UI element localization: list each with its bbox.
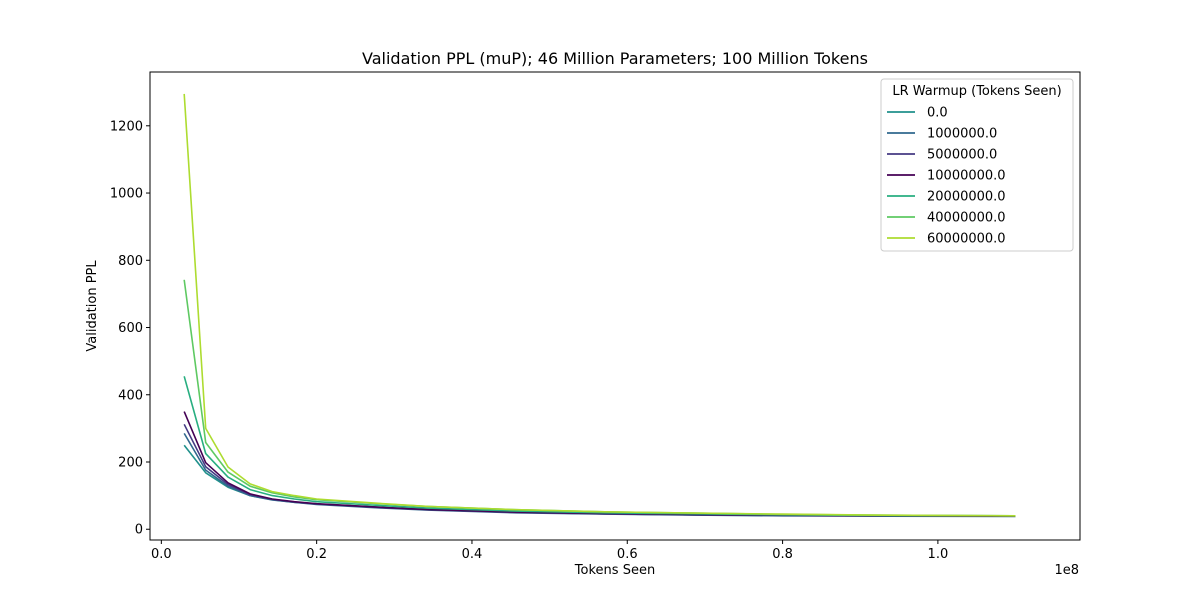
legend-label: 5000000.0: [927, 148, 997, 163]
legend-label: 20000000.0: [927, 190, 1006, 205]
legend-title: LR Warmup (Tokens Seen): [892, 84, 1061, 99]
x-axis-offset-label: 1e8: [1054, 563, 1079, 578]
y-axis: 0 200 400 600 800 1000 1200: [110, 119, 150, 538]
x-tick-label: 1.0: [928, 547, 949, 562]
y-tick-label: 200: [118, 456, 143, 471]
y-tick-label: 1000: [110, 187, 143, 202]
y-tick-label: 0: [135, 523, 143, 538]
y-tick-label: 1200: [110, 119, 143, 134]
legend-frame: [880, 78, 1074, 252]
x-tick-label: 0.4: [462, 547, 483, 562]
series-lines: [183, 93, 1016, 518]
legend-label: 60000000.0: [927, 232, 1006, 247]
y-tick-label: 800: [118, 254, 143, 269]
legend-label: 0.0: [927, 106, 948, 121]
x-tick-label: 0.8: [772, 547, 793, 562]
x-axis: 0.0 0.2 0.4 0.6 0.8 1.0: [151, 540, 948, 562]
y-tick-label: 600: [118, 321, 143, 336]
series-line: [183, 93, 1016, 517]
chart-title: Validation PPL (muP); 46 Million Paramet…: [362, 49, 868, 68]
x-tick-label: 0.0: [151, 547, 172, 562]
x-tick-label: 0.2: [306, 547, 327, 562]
legend-label: 40000000.0: [927, 211, 1006, 226]
legend: LR Warmup (Tokens Seen) 0.0 1000000.0 5000…: [880, 78, 1074, 252]
y-tick-label: 400: [118, 388, 143, 403]
legend-entries: 0.0 1000000.0 5000000.0 10000000.0 20000000.…: [887, 106, 1006, 247]
legend-label: 10000000.0: [927, 169, 1006, 184]
y-axis-label: Validation PPL: [85, 260, 100, 352]
x-tick-label: 0.6: [617, 547, 638, 562]
x-axis-label: Tokens Seen: [574, 563, 655, 578]
legend-label: 1000000.0: [927, 127, 997, 142]
